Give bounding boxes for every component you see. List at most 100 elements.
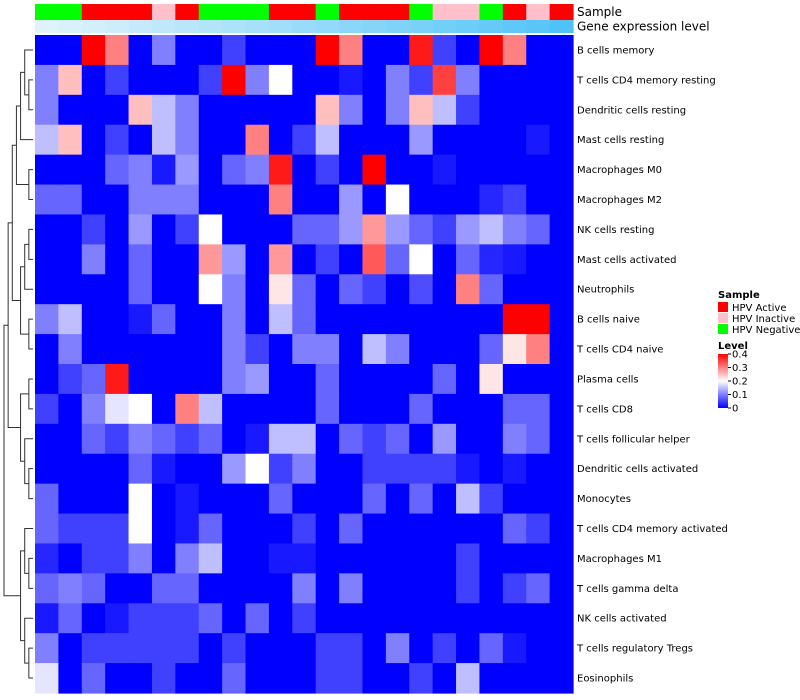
- heatmap-cell: [268, 64, 293, 96]
- heatmap-cell: [479, 483, 504, 515]
- expression-annotation-cell: [479, 20, 504, 33]
- heatmap-cell: [456, 663, 481, 694]
- heatmap-cell: [198, 453, 223, 485]
- heatmap-cell: [409, 423, 434, 455]
- heatmap-cell: [362, 543, 387, 574]
- heatmap-cell: [409, 124, 434, 156]
- legend-level-title: Level: [718, 341, 748, 352]
- heatmap-cell: [81, 304, 106, 335]
- sample-annotation-cell: [292, 4, 317, 20]
- expression-annotation-cell: [549, 20, 574, 33]
- expression-annotation-cell: [339, 20, 364, 33]
- heatmap-cell: [292, 423, 317, 455]
- heatmap-cell: [175, 304, 200, 335]
- heatmap-cell: [151, 35, 176, 66]
- heatmap-cell: [58, 543, 83, 574]
- heatmap-cell: [81, 274, 106, 305]
- heatmap-cell: [268, 124, 293, 156]
- heatmap-cell: [128, 244, 153, 275]
- expression-annotation-cell: [58, 20, 83, 33]
- heatmap-cell: [292, 364, 317, 395]
- expression-annotation-cell: [175, 20, 200, 33]
- heatmap-cell: [245, 214, 270, 245]
- heatmap-cell: [315, 633, 340, 664]
- heatmap-cell: [526, 633, 551, 664]
- heatmap-cell: [549, 483, 574, 515]
- heatmap-cell: [35, 423, 59, 455]
- heatmap-cell: [198, 124, 223, 156]
- dendrogram-branch: [15, 105, 29, 186]
- expression-annotation-cell: [432, 20, 457, 33]
- heatmap-cell: [105, 334, 130, 365]
- heatmap-cell: [81, 64, 106, 96]
- heatmap-cell: [81, 124, 106, 156]
- heatmap-cell: [128, 633, 153, 664]
- heatmap-cell: [128, 543, 153, 574]
- heatmap-cell: [268, 603, 293, 634]
- dendrogram-branch: [24, 528, 33, 574]
- dendrogram-branch: [28, 378, 33, 410]
- heatmap-cell: [549, 94, 574, 126]
- heatmap-cell: [292, 94, 317, 126]
- dendrogram-branch: [28, 79, 33, 111]
- heatmap-cell: [526, 393, 551, 425]
- heatmap-cell: [222, 154, 247, 186]
- heatmap-cell: [128, 274, 153, 305]
- row-label: Monocytes: [577, 494, 631, 505]
- heatmap-cell: [198, 304, 223, 335]
- heatmap-cell: [409, 334, 434, 365]
- heatmap-cell: [479, 543, 504, 574]
- heatmap-cell: [198, 64, 223, 96]
- sample-annotation-cell: [456, 4, 481, 20]
- heatmap-cell: [245, 184, 270, 216]
- heatmap-cell: [526, 184, 551, 216]
- heatmap-cell: [175, 513, 200, 545]
- row-label: Macrophages M1: [577, 554, 662, 565]
- heatmap-cell: [479, 304, 504, 335]
- heatmap-cell: [456, 483, 481, 515]
- heatmap-cell: [339, 244, 364, 275]
- dendrogram-branch: [28, 647, 33, 679]
- heatmap-cell: [362, 483, 387, 515]
- heatmap-cell: [198, 364, 223, 395]
- sample-annotation-cell: [35, 4, 59, 20]
- heatmap-cell: [502, 184, 527, 216]
- heatmap-cell: [105, 453, 130, 485]
- heatmap-cell: [502, 633, 527, 664]
- heatmap-cell: [526, 543, 551, 574]
- sample-annotation-cell: [175, 4, 200, 20]
- heatmap-cell: [245, 364, 270, 395]
- heatmap-cell: [456, 124, 481, 156]
- sample-annotation-cell: [151, 4, 176, 20]
- heatmap-cell: [339, 94, 364, 126]
- heatmap-cell: [128, 423, 153, 455]
- heatmap-cell: [339, 64, 364, 96]
- heatmap-cell: [268, 483, 293, 515]
- heatmap-cell: [432, 513, 457, 545]
- heatmap-cell: [222, 423, 247, 455]
- expression-annotation-cell: [81, 20, 106, 33]
- heatmap-cell: [456, 274, 481, 305]
- heatmap-cell: [58, 364, 83, 395]
- heatmap-cell: [35, 393, 59, 425]
- heatmap-cell: [58, 633, 83, 664]
- heatmap-cell: [549, 124, 574, 156]
- heatmap-cell: [479, 573, 504, 604]
- heatmap-cell: [456, 214, 481, 245]
- heatmap-cell: [549, 274, 574, 305]
- heatmap-cell: [409, 483, 434, 515]
- heatmap-cell: [105, 483, 130, 515]
- heatmap-cell: [35, 364, 59, 395]
- heatmap-cell: [362, 334, 387, 365]
- heatmap-cell: [292, 453, 317, 485]
- heatmap-cell: [409, 184, 434, 216]
- heatmap-cell: [502, 513, 527, 545]
- heatmap-cell: [198, 154, 223, 186]
- sample-annotation-cell: [105, 4, 130, 20]
- heatmap-cell: [409, 364, 434, 395]
- heatmap-cell: [58, 184, 83, 216]
- heatmap-cell: [432, 124, 457, 156]
- heatmap-cell: [432, 573, 457, 604]
- row-labels: B cells memory T cells CD4 memory resting…: [576, 45, 728, 684]
- heatmap-cell: [35, 573, 59, 604]
